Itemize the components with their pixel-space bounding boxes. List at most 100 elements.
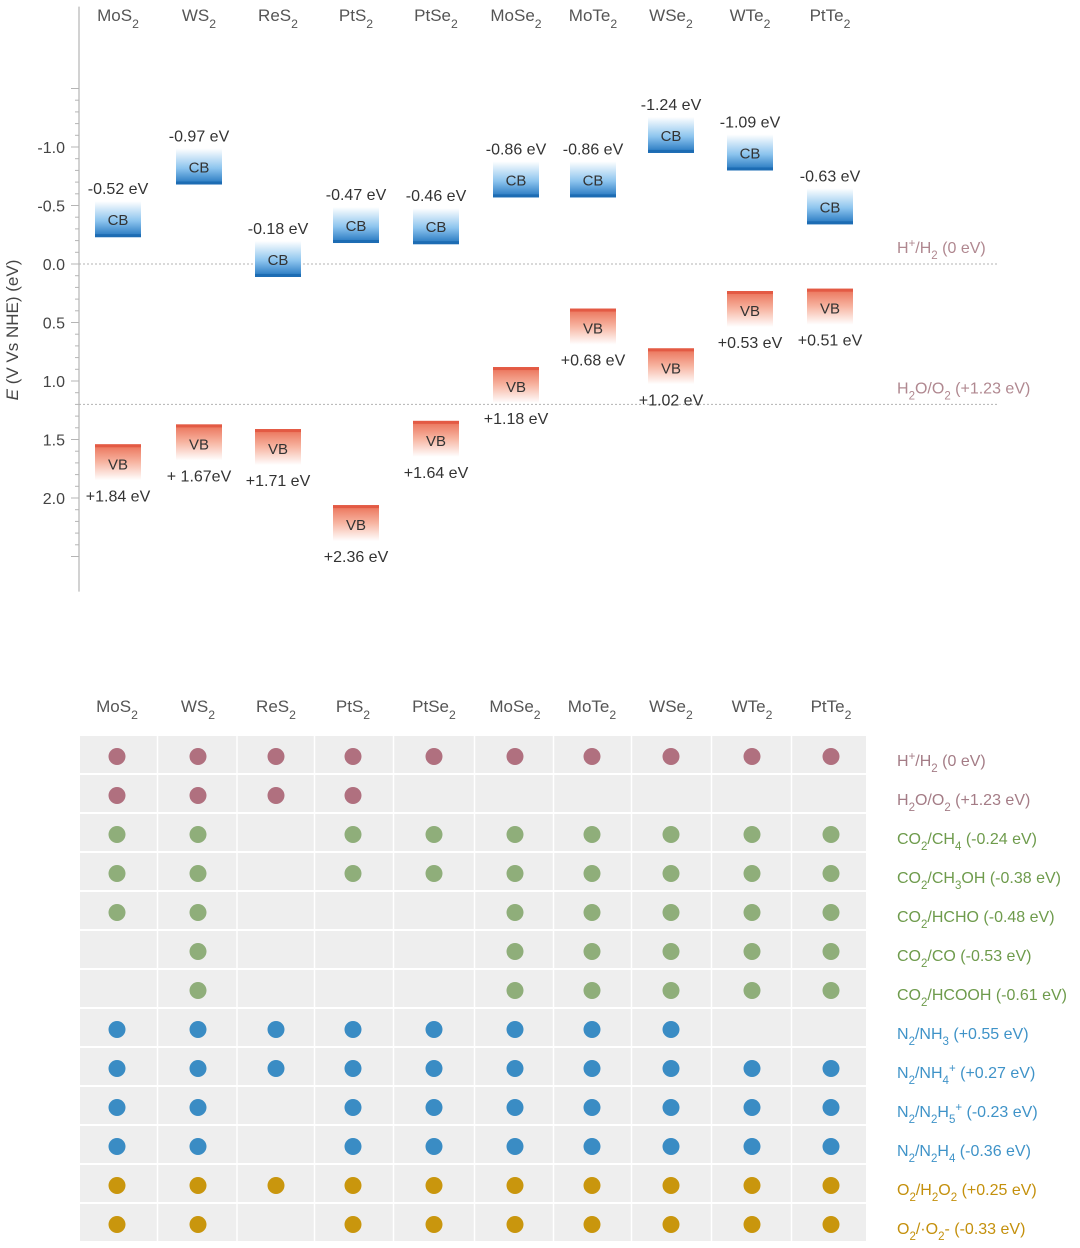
table-column-header-base: MoSe: [489, 697, 533, 716]
reaction-dot: [344, 826, 362, 843]
reference-line-label: H2O/O2 (+1.23 eV): [897, 380, 1030, 402]
reaction-label-part: 2: [932, 1192, 938, 1204]
reaction-dot: [267, 1060, 285, 1077]
reaction-dot: [583, 748, 601, 765]
table-column-header-base: MoS: [96, 697, 131, 716]
reaction-dot: [506, 1021, 524, 1038]
cb-box: [255, 240, 301, 277]
reaction-label-part: 3: [955, 880, 961, 892]
cb-label: CB: [108, 212, 129, 229]
reaction-dot: [189, 826, 207, 843]
reaction-dot: [743, 982, 761, 999]
vb-box: [413, 420, 459, 457]
cb-value-label: -0.52 eV: [88, 181, 149, 198]
reaction-dot: [189, 1021, 207, 1038]
reaction-dot: [108, 826, 126, 843]
reaction-dot: [344, 1216, 362, 1233]
table-column-header: ReS2: [256, 697, 296, 722]
reaction-label-part: O: [897, 1182, 909, 1199]
reaction-label-part: (0 eV): [938, 753, 986, 770]
reaction-dot: [425, 1060, 443, 1077]
band-diagram: -1.0 -0.5 0.0 0.5 1.0 1.5 2.0 E (V Vs NHE) (eV)…: [3, 6, 1030, 592]
cb-value-label: -0.46 eV: [406, 188, 467, 205]
material-label-base: MoSe: [490, 6, 534, 25]
reaction-label-part: CO: [897, 870, 921, 887]
reaction-table: MoS2 WS2 ReS2 PtS2 PtSe2 MoSe2 MoTe2 WSe2 WTe2 Pt…: [80, 697, 1067, 1243]
vb-value-label: +1.71 eV: [246, 473, 311, 490]
reaction-dot: [189, 1060, 207, 1077]
table-row: [80, 892, 866, 929]
reaction-label-part: 2: [931, 1114, 937, 1126]
material-label: MoTe2: [569, 6, 618, 31]
vb-value-label: +1.18 eV: [484, 411, 549, 428]
table-column-header: MoTe2: [568, 697, 617, 722]
vb-value-label: +0.51 eV: [798, 333, 863, 350]
reaction-label-part: H: [897, 753, 909, 770]
vb-label: VB: [583, 321, 603, 338]
reaction-dot: [662, 904, 680, 921]
material-label: MoSe2: [490, 6, 541, 31]
reaction-label-part: - (-0.33 eV): [944, 1221, 1025, 1238]
reaction-dot: [662, 1021, 680, 1038]
vb-box-edge: [333, 505, 379, 509]
table-row: [80, 1009, 866, 1046]
reaction-dot: [662, 982, 680, 999]
cb-box-edge: [255, 273, 301, 277]
reaction-dot: [267, 1177, 285, 1194]
reference-line-label-part: (+1.23 eV): [951, 380, 1031, 397]
reference-line-label-part: 2: [909, 390, 915, 402]
material-label-sub: 2: [764, 17, 771, 31]
cb-box: [727, 134, 773, 171]
y-tick-label: 2.0: [43, 491, 65, 508]
reaction-dot: [344, 865, 362, 882]
vb-value-label: +1.02 eV: [639, 392, 704, 409]
reaction-dot: [189, 1138, 207, 1155]
y-tick-label: -1.0: [37, 140, 65, 157]
cb-label: CB: [820, 199, 841, 216]
cb-box-edge: [727, 167, 773, 171]
material-label-base: WSe: [649, 6, 686, 25]
reaction-label: CO2/CO (-0.53 eV): [897, 948, 1031, 970]
material-label: ReS2: [258, 6, 298, 31]
reaction-dot: [108, 1216, 126, 1233]
y-tick-label: 0.0: [43, 257, 65, 274]
reaction-label-part: 2: [951, 1192, 957, 1204]
table-column-header-sub: 2: [289, 708, 296, 722]
cb-box: [413, 208, 459, 245]
cb-value-label: -1.24 eV: [641, 97, 702, 114]
reaction-dot: [425, 1216, 443, 1233]
reaction-label-part: CO: [897, 987, 921, 1004]
material-label: MoS2: [97, 6, 139, 31]
reaction-label-part: (+0.55 eV): [949, 1026, 1029, 1043]
y-axis-title-rest: (V Vs NHE) (eV): [3, 260, 22, 389]
reaction-label-part: 2: [909, 1036, 915, 1048]
reaction-dot: [425, 1177, 443, 1194]
table-column-header-sub: 2: [208, 708, 215, 722]
vb-label: VB: [108, 456, 128, 473]
reaction-dot: [189, 865, 207, 882]
cb-box-edge: [570, 194, 616, 198]
reaction-dot: [506, 1099, 524, 1116]
reaction-dot: [506, 1216, 524, 1233]
table-column-header: WS2: [181, 697, 215, 722]
table-column-header: WSe2: [649, 697, 693, 722]
reaction-label-part: (+0.25 eV): [957, 1182, 1037, 1199]
reaction-label-part: O: [897, 1221, 909, 1238]
cb-value-label: -0.86 eV: [486, 141, 547, 158]
reaction-dot: [822, 1177, 840, 1194]
vb-box-edge: [807, 288, 853, 292]
reaction-dot: [189, 1177, 207, 1194]
reaction-dot: [344, 1021, 362, 1038]
material-label-sub: 2: [132, 17, 139, 31]
reaction-dot: [583, 1060, 601, 1077]
reaction-dot: [822, 826, 840, 843]
material-label-base: PtS: [339, 6, 366, 25]
cb-value-label: -0.18 eV: [248, 221, 309, 238]
table-row: [80, 775, 866, 812]
vb-box-edge: [727, 291, 773, 295]
table-row: [80, 736, 866, 773]
reference-line-label-part: 2: [931, 250, 937, 262]
vb-box-edge: [570, 308, 616, 312]
reaction-label-part: 2: [931, 1153, 937, 1165]
table-column-header: PtSe2: [412, 697, 456, 722]
